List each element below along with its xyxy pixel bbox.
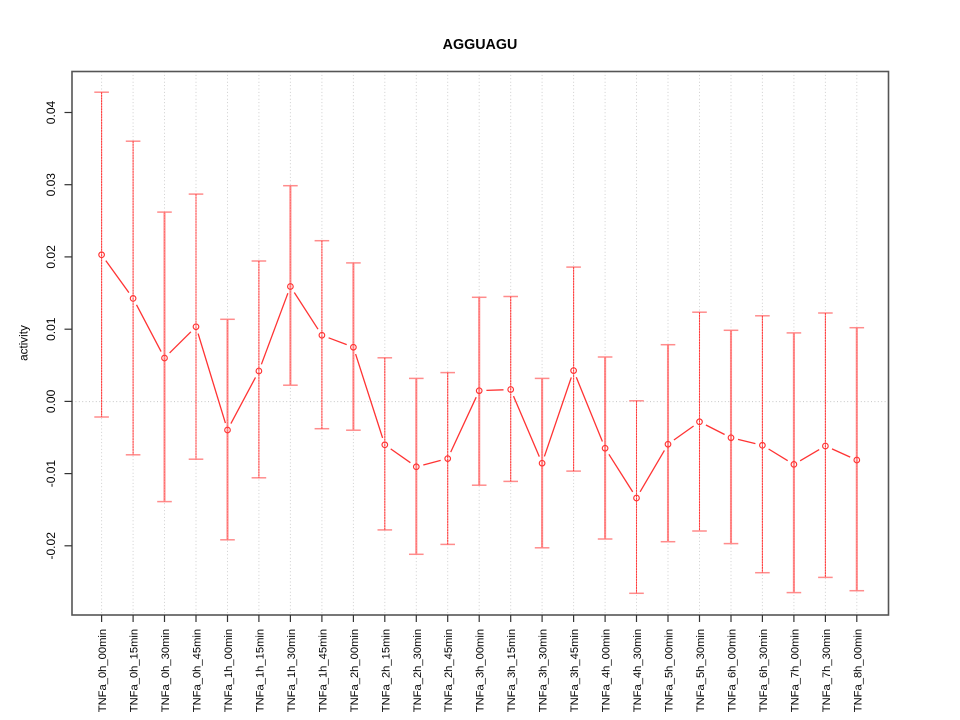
svg-text:TNFa_1h_00min: TNFa_1h_00min (223, 629, 235, 712)
svg-text:TNFa_1h_45min: TNFa_1h_45min (317, 629, 329, 712)
svg-text:0.00: 0.00 (44, 389, 58, 413)
svg-text:TNFa_3h_30min: TNFa_3h_30min (538, 629, 550, 712)
svg-text:TNFa_2h_00min: TNFa_2h_00min (349, 629, 361, 712)
svg-text:TNFa_6h_30min: TNFa_6h_30min (758, 629, 770, 712)
svg-text:AGGUAGU: AGGUAGU (443, 37, 518, 53)
svg-text:TNFa_5h_00min: TNFa_5h_00min (664, 629, 676, 712)
svg-text:TNFa_2h_15min: TNFa_2h_15min (380, 629, 392, 712)
svg-text:0.02: 0.02 (44, 245, 58, 269)
svg-text:-0.01: -0.01 (44, 460, 58, 488)
svg-text:TNFa_1h_30min: TNFa_1h_30min (286, 629, 298, 712)
svg-text:TNFa_7h_30min: TNFa_7h_30min (821, 629, 833, 712)
svg-text:activity: activity (17, 325, 30, 361)
svg-text:TNFa_0h_30min: TNFa_0h_30min (160, 629, 172, 712)
svg-text:0.03: 0.03 (44, 173, 58, 197)
svg-text:TNFa_1h_15min: TNFa_1h_15min (254, 629, 266, 712)
svg-text:TNFa_5h_30min: TNFa_5h_30min (695, 629, 707, 712)
svg-text:0.04: 0.04 (44, 100, 58, 124)
svg-text:TNFa_8h_00min: TNFa_8h_00min (852, 629, 864, 712)
svg-text:TNFa_4h_00min: TNFa_4h_00min (601, 629, 613, 712)
svg-text:TNFa_3h_15min: TNFa_3h_15min (506, 629, 518, 712)
svg-text:-0.02: -0.02 (44, 532, 58, 560)
svg-text:TNFa_3h_00min: TNFa_3h_00min (475, 629, 487, 712)
svg-text:TNFa_4h_30min: TNFa_4h_30min (632, 629, 644, 712)
svg-text:TNFa_7h_00min: TNFa_7h_00min (789, 629, 801, 712)
svg-text:TNFa_2h_30min: TNFa_2h_30min (412, 629, 424, 712)
svg-text:TNFa_3h_45min: TNFa_3h_45min (569, 629, 581, 712)
svg-text:TNFa_2h_45min: TNFa_2h_45min (443, 629, 455, 712)
svg-text:TNFa_0h_15min: TNFa_0h_15min (129, 629, 141, 712)
svg-text:TNFa_6h_00min: TNFa_6h_00min (727, 629, 739, 712)
svg-text:0.01: 0.01 (44, 317, 58, 341)
svg-text:TNFa_0h_00min: TNFa_0h_00min (97, 629, 109, 712)
svg-text:TNFa_0h_45min: TNFa_0h_45min (192, 629, 204, 712)
